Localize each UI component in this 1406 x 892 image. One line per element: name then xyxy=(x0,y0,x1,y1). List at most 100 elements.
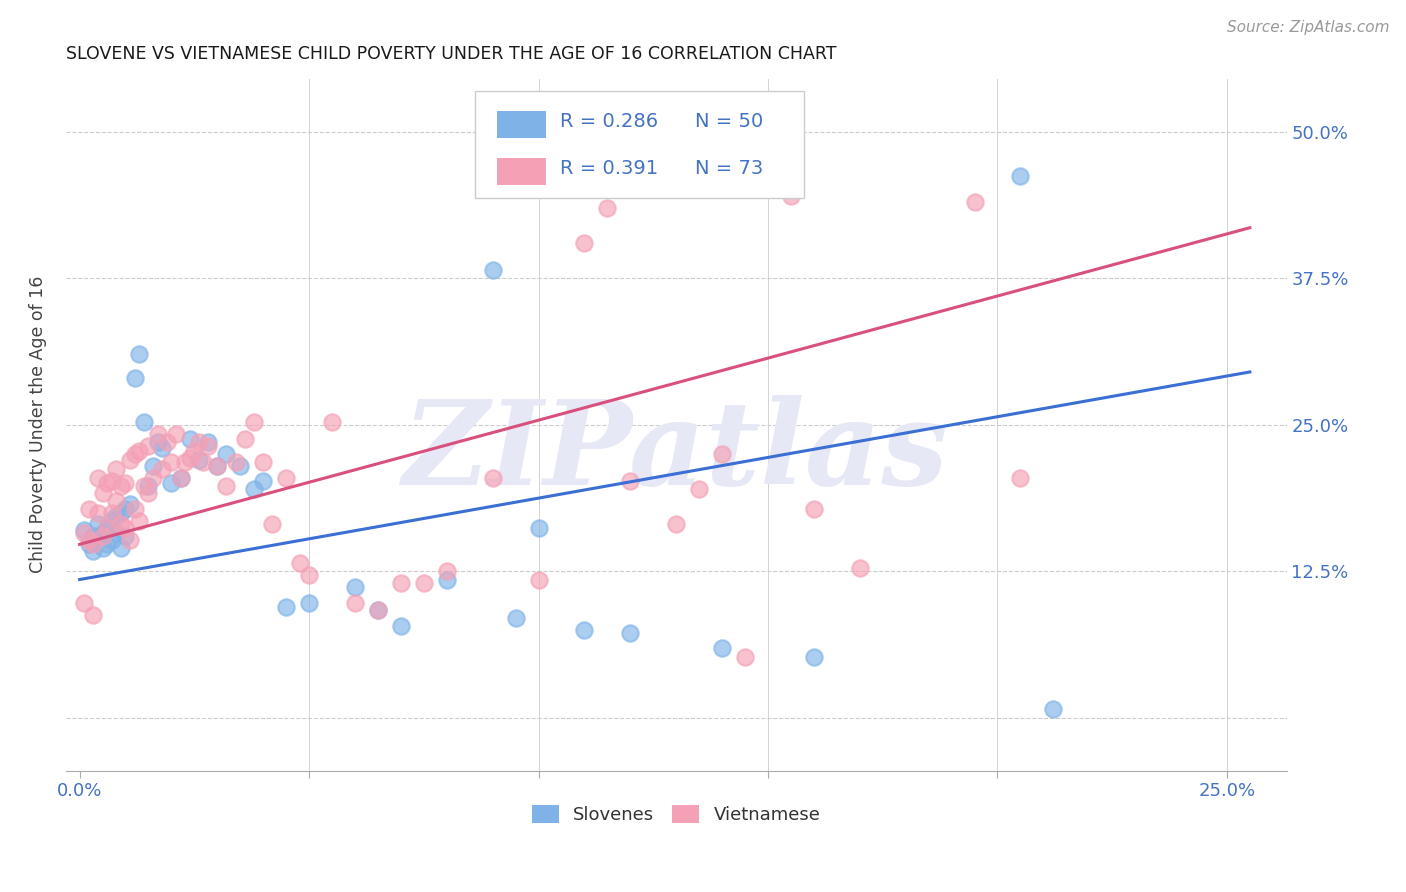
Point xyxy=(574,623,596,637)
Point xyxy=(114,529,136,543)
Point xyxy=(87,506,110,520)
Point xyxy=(150,462,173,476)
Point xyxy=(197,435,219,450)
Point xyxy=(550,181,572,195)
Point xyxy=(132,479,155,493)
Point xyxy=(105,494,128,508)
Point xyxy=(215,479,238,493)
Point xyxy=(298,596,321,610)
Point xyxy=(243,416,266,430)
Point xyxy=(179,432,201,446)
Point xyxy=(82,537,104,551)
Point xyxy=(124,502,146,516)
Point xyxy=(734,649,756,664)
Point xyxy=(274,470,297,484)
Point xyxy=(225,455,247,469)
Text: Source: ZipAtlas.com: Source: ZipAtlas.com xyxy=(1226,20,1389,35)
Point xyxy=(124,371,146,385)
Point xyxy=(197,439,219,453)
Point xyxy=(100,514,122,528)
Point xyxy=(174,455,197,469)
Point xyxy=(527,521,550,535)
Point xyxy=(412,576,434,591)
Point xyxy=(665,517,688,532)
Point xyxy=(77,502,100,516)
Point xyxy=(963,194,986,209)
Point xyxy=(105,509,128,524)
Bar xyxy=(496,111,546,138)
Point xyxy=(389,619,412,633)
Point xyxy=(73,523,96,537)
Point xyxy=(114,521,136,535)
Point xyxy=(252,455,274,469)
Point xyxy=(160,455,183,469)
Point xyxy=(343,580,366,594)
Point xyxy=(114,476,136,491)
Point xyxy=(77,533,100,547)
Point xyxy=(73,596,96,610)
Point xyxy=(91,525,114,540)
Point xyxy=(91,529,114,543)
Point xyxy=(215,447,238,461)
Point xyxy=(128,514,150,528)
Point xyxy=(120,453,142,467)
Point xyxy=(138,479,160,493)
Point xyxy=(688,482,710,496)
Point xyxy=(128,347,150,361)
Point xyxy=(114,502,136,516)
Point xyxy=(110,506,132,520)
Point xyxy=(252,474,274,488)
Point xyxy=(233,432,256,446)
Point xyxy=(274,599,297,614)
Point xyxy=(96,521,118,535)
Point xyxy=(87,517,110,532)
Point xyxy=(187,453,209,467)
Point xyxy=(803,649,825,664)
Point xyxy=(156,435,179,450)
Y-axis label: Child Poverty Under the Age of 16: Child Poverty Under the Age of 16 xyxy=(30,276,46,574)
Text: N = 50: N = 50 xyxy=(695,112,763,131)
Point xyxy=(243,482,266,496)
Legend: Slovenes, Vietnamese: Slovenes, Vietnamese xyxy=(531,805,821,824)
Point xyxy=(82,607,104,622)
FancyBboxPatch shape xyxy=(475,90,804,198)
Point xyxy=(527,573,550,587)
Point xyxy=(128,443,150,458)
Point xyxy=(711,640,734,655)
Point xyxy=(110,541,132,555)
Point xyxy=(481,263,503,277)
Point xyxy=(96,521,118,535)
Point xyxy=(1042,701,1064,715)
Point xyxy=(298,567,321,582)
Point xyxy=(711,447,734,461)
Point xyxy=(343,596,366,610)
Point xyxy=(596,201,619,215)
Point xyxy=(619,626,641,640)
Point xyxy=(481,470,503,484)
Point xyxy=(142,458,165,473)
Point xyxy=(96,476,118,491)
Point xyxy=(160,476,183,491)
Point xyxy=(619,474,641,488)
Point xyxy=(142,470,165,484)
Point xyxy=(132,416,155,430)
Text: N = 73: N = 73 xyxy=(695,160,763,178)
Point xyxy=(207,458,229,473)
Point xyxy=(262,517,284,532)
Point xyxy=(1010,470,1032,484)
Point xyxy=(124,447,146,461)
Point xyxy=(187,435,209,450)
Point xyxy=(91,541,114,555)
Point xyxy=(87,470,110,484)
Point xyxy=(150,441,173,455)
Point xyxy=(138,485,160,500)
Point xyxy=(436,564,458,578)
Point xyxy=(321,416,343,430)
Point xyxy=(183,443,205,458)
Point xyxy=(288,556,311,570)
Point xyxy=(229,458,252,473)
Point xyxy=(436,573,458,587)
Point xyxy=(367,603,389,617)
Text: SLOVENE VS VIETNAMESE CHILD POVERTY UNDER THE AGE OF 16 CORRELATION CHART: SLOVENE VS VIETNAMESE CHILD POVERTY UNDE… xyxy=(66,45,837,63)
Point xyxy=(100,474,122,488)
